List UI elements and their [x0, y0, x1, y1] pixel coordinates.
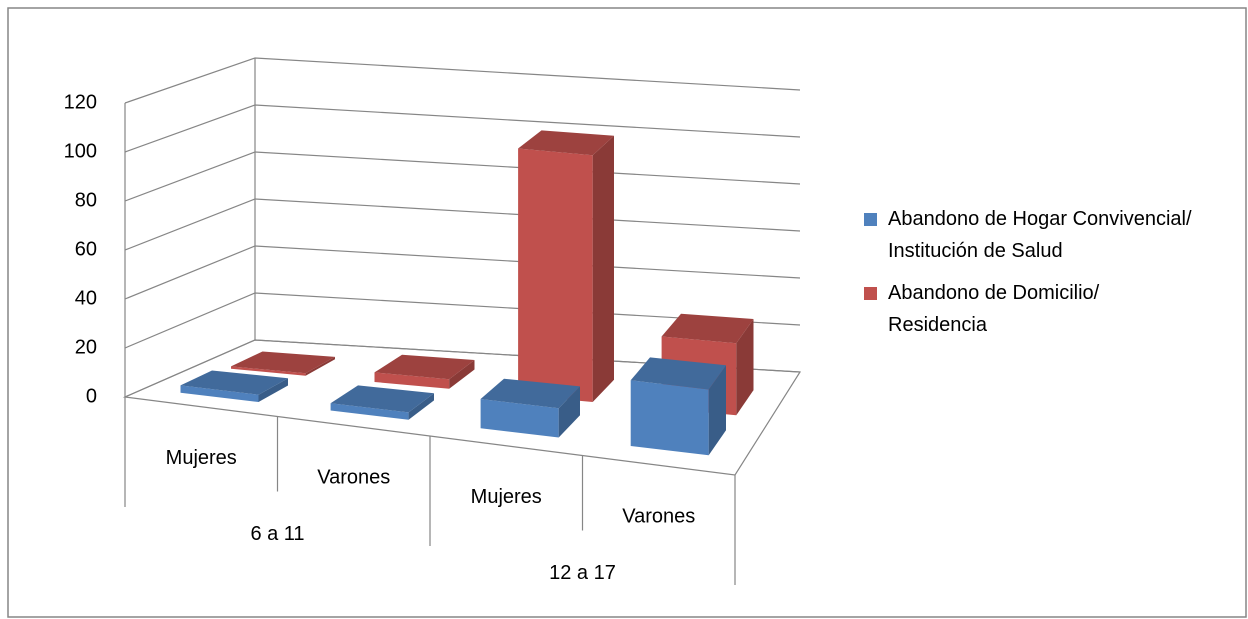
bar-side: [708, 365, 726, 456]
legend-label: Abandono de Hogar Convivencial/ Instituc…: [888, 208, 1192, 262]
bar-side: [736, 319, 754, 416]
grid-line: [124, 292, 801, 349]
bar-top: [231, 351, 335, 374]
grid-line: [124, 151, 801, 202]
bar-side: [592, 135, 614, 402]
y-tick-label: 60: [75, 238, 97, 260]
x-tick-label: Varones: [317, 467, 390, 489]
chart-frame: [7, 7, 1247, 618]
legend-entry: Abandono de Hogar Convivencial/ Instituc…: [862, 203, 1202, 267]
bar-top: [661, 313, 754, 344]
legend-swatch: [864, 213, 877, 226]
bar-side: [408, 393, 434, 420]
bar-front: [231, 366, 306, 376]
bar-front: [330, 403, 409, 420]
bar-top: [330, 385, 434, 413]
x-tick-label: Mujeres: [166, 447, 237, 469]
legend-entry: Abandono de Domicilio/ Residencia: [862, 277, 1202, 341]
bar-front: [374, 372, 450, 389]
bar-side: [449, 360, 475, 389]
y-tick-label: 100: [64, 140, 97, 162]
bar-top: [518, 130, 614, 156]
grid-line: [124, 245, 801, 300]
grid-line: [124, 57, 801, 104]
bar-front: [518, 148, 593, 402]
y-tick-label: 40: [75, 287, 97, 309]
grid-line: [124, 339, 801, 398]
y-tick-label: 0: [86, 385, 97, 407]
bar-side: [258, 378, 288, 402]
legend: Abandono de Hogar Convivencial/ Instituc…: [862, 203, 1202, 351]
grid-line: [124, 198, 801, 251]
x-tick-label: Varones: [622, 506, 695, 528]
group-label: 6 a 11: [250, 523, 304, 545]
grid-line: [124, 104, 801, 153]
bar-top: [480, 378, 580, 409]
bar-top: [630, 357, 726, 390]
bar-side: [558, 386, 580, 438]
x-tick-label: Mujeres: [471, 486, 542, 508]
y-tick-label: 20: [75, 336, 97, 358]
y-tick-label: 80: [75, 189, 97, 211]
bar-top: [374, 354, 475, 380]
legend-swatch: [864, 287, 877, 300]
bar-front: [630, 380, 709, 456]
bar-front: [480, 399, 559, 438]
group-label: 12 a 17: [549, 562, 616, 584]
y-tick-label: 120: [64, 91, 97, 113]
bar-side: [305, 356, 335, 376]
bar-top: [180, 370, 288, 395]
legend-label: Abandono de Domicilio/ Residencia: [888, 282, 1100, 336]
bar-front: [180, 385, 259, 402]
